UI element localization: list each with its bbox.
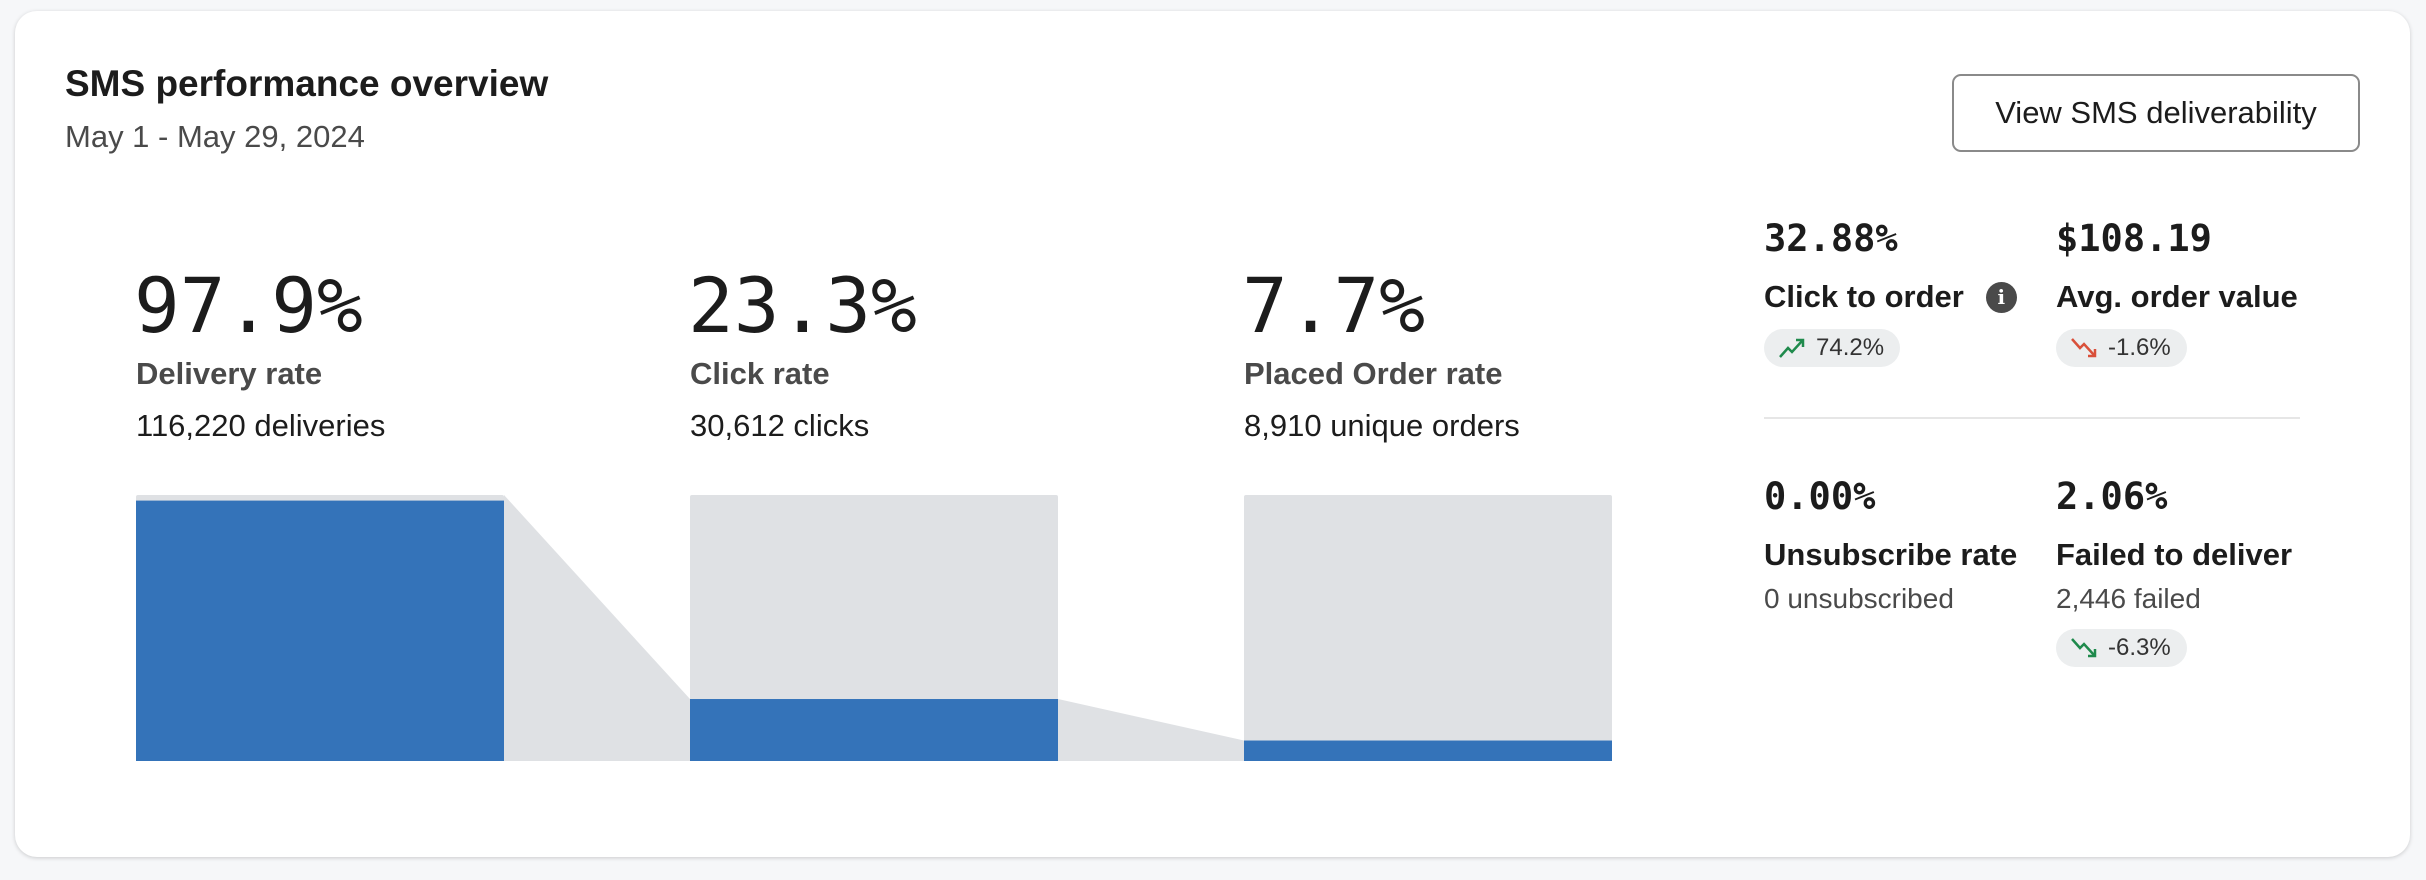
avg-order-value-change: -1.6% <box>2108 334 2171 361</box>
placed-order-rate-label: Placed Order rate <box>1244 356 1503 391</box>
failed-to-deliver-value: 2.06% <box>2056 475 2168 518</box>
date-range: May 1 - May 29, 2024 <box>65 119 365 154</box>
failed-to-deliver-change-badge: -6.3% <box>2056 629 2187 667</box>
order-count: 8,910 unique orders <box>1244 408 1520 443</box>
view-sms-deliverability-button[interactable]: View SMS deliverability <box>1952 74 2360 152</box>
click-to-order-change: 74.2% <box>1816 334 1885 361</box>
avg-order-value-change-badge: -1.6% <box>2056 329 2187 367</box>
funnel-bar-3 <box>1244 740 1612 761</box>
click-to-order-change-badge: 74.2% <box>1764 329 1901 367</box>
info-icon[interactable]: i <box>1985 281 2017 313</box>
funnel-bar-2 <box>690 699 1058 761</box>
unsubscribe-rate-value: 0.00% <box>1764 475 1876 518</box>
funnel-connector-2 <box>1058 699 1244 761</box>
click-rate-value: 23.3% <box>688 261 917 350</box>
click-to-order-label: Click to order <box>1764 279 1964 314</box>
trend-down-icon <box>2071 338 2097 358</box>
delivery-count: 116,220 deliveries <box>136 408 386 443</box>
funnel-bar-1 <box>136 500 504 761</box>
delivery-rate-label: Delivery rate <box>136 356 323 391</box>
funnel-track-3 <box>1244 495 1612 761</box>
page-title: SMS performance overview <box>65 63 549 104</box>
unsubscribe-rate-label: Unsubscribe rate <box>1764 537 2018 572</box>
funnel-connector-1 <box>504 495 690 761</box>
sms-performance-card: SMS performance overview May 1 - May 29,… <box>15 11 2410 857</box>
click-to-order-label-row: Click to order i <box>1764 279 2017 315</box>
click-to-order-value: 32.88% <box>1764 217 1898 260</box>
click-count: 30,612 clicks <box>690 408 870 443</box>
failed-to-deliver-label: Failed to deliver <box>2056 537 2293 572</box>
delivery-rate-value: 97.9% <box>134 261 363 350</box>
trend-up-icon <box>1779 338 1805 358</box>
funnel-track-2 <box>690 495 1058 761</box>
failed-to-deliver-change: -6.3% <box>2108 634 2171 661</box>
funnel-chart <box>136 495 1612 761</box>
unsubscribed-count: 0 unsubscribed <box>1764 583 1954 614</box>
avg-order-value-label: Avg. order value <box>2056 279 2298 314</box>
trend-down-icon <box>2071 638 2097 658</box>
failed-count: 2,446 failed <box>2056 583 2201 614</box>
placed-order-rate-value: 7.7% <box>1242 261 1426 350</box>
divider <box>1764 417 2300 419</box>
avg-order-value: $108.19 <box>2056 217 2212 260</box>
click-rate-label: Click rate <box>690 356 830 391</box>
